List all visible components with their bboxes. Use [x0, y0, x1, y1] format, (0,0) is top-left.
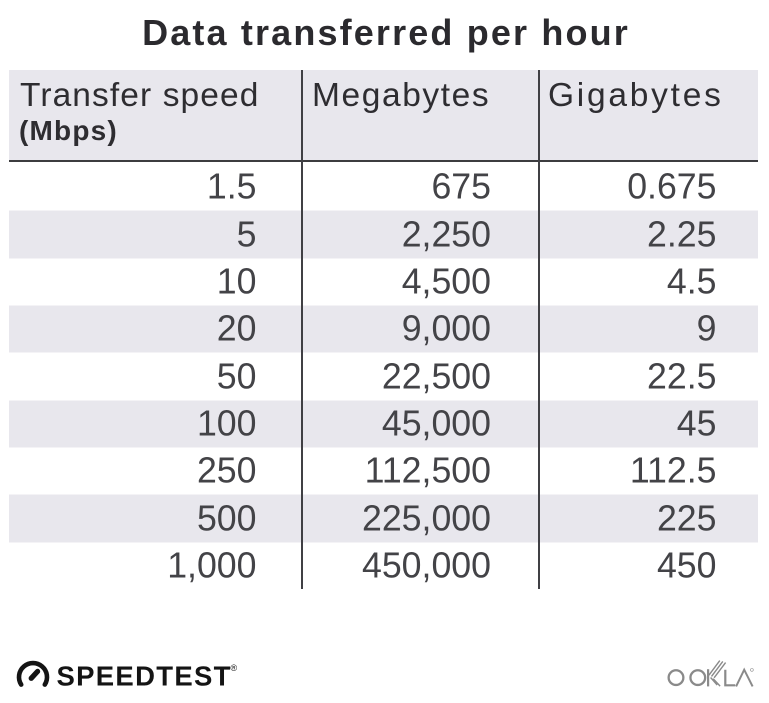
- svg-text:®: ®: [231, 663, 238, 673]
- svg-text:SPEEDTEST: SPEEDTEST: [57, 661, 232, 692]
